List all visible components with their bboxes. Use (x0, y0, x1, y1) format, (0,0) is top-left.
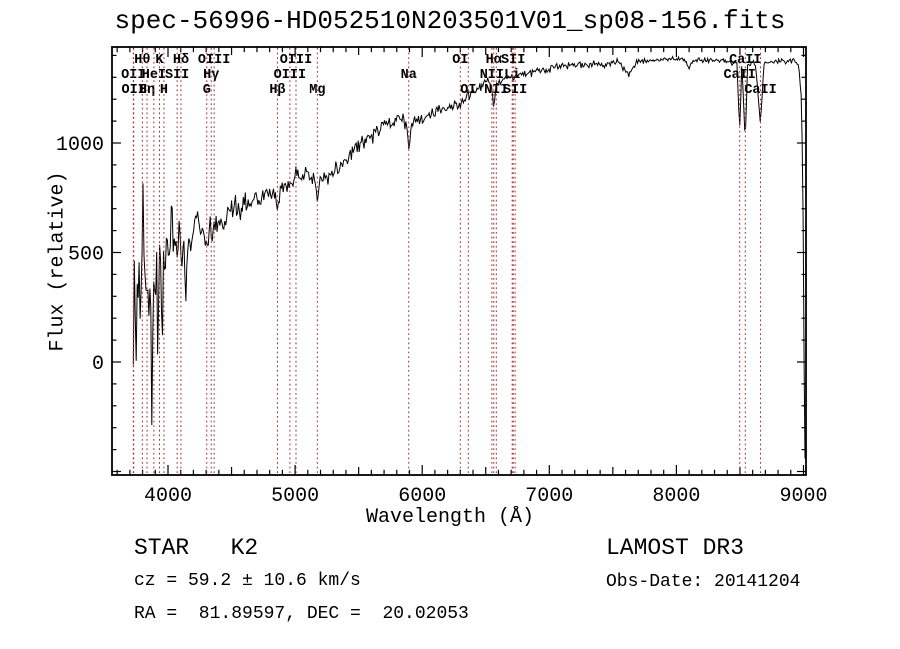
x-tick-label: 6000 (398, 485, 446, 508)
spectral-line-label: Hη (139, 83, 155, 98)
x-tick-label: 5000 (271, 485, 319, 508)
plot-title: spec-56996-HD052510N203501V01_sp08-156.f… (114, 6, 786, 36)
spectral-line-label: Hγ (203, 68, 219, 83)
x-axis-label: Wavelength (Å) (365, 506, 535, 529)
spectral-line-label: H (160, 83, 168, 98)
spectral-line-label: NII (480, 68, 504, 83)
spectral-line-label: OI (460, 83, 476, 98)
spectral-line-label: Hβ (269, 83, 285, 98)
spectrum-flux-curve (132, 55, 806, 459)
x-tick-label: 9000 (779, 485, 827, 508)
y-axis-label: Flux (relative) (46, 171, 70, 352)
spectral-line-label: CaII (723, 68, 755, 83)
spectral-line-label: Hθ (134, 53, 150, 68)
spectral-line-label: OII (121, 68, 145, 83)
spectral-line-label: OII (122, 83, 146, 98)
spectral-line-label: OI (452, 53, 468, 68)
spectral-line-label: OIII (274, 68, 306, 83)
spectral-line-label: Li (504, 68, 520, 83)
x-tick-label: 8000 (652, 485, 700, 508)
y-tick-label: 0 (92, 353, 104, 376)
spectral-line-label: K (155, 53, 164, 68)
spectral-line-label: Na (401, 68, 417, 83)
spectral-line-label: Hα (486, 53, 503, 68)
spectral-line-label: Hδ (173, 53, 189, 68)
spectral-line-label: SII (501, 53, 525, 68)
spectral-line-label: NII (484, 83, 508, 98)
y-tick-label: 1000 (56, 134, 104, 157)
spectral-line-label: HeI (142, 68, 166, 83)
spectral-line-label: CaII (729, 53, 761, 68)
plot-frame (111, 46, 807, 476)
radial-velocity-text: cz = 59.2 ± 10.6 km/s (134, 571, 361, 591)
spectral-line-label: CaII (744, 83, 776, 98)
spectral-line-label: SII (165, 68, 189, 83)
ra-dec-text: RA = 81.89597, DEC = 20.02053 (134, 604, 469, 624)
x-tick-label: 4000 (144, 485, 192, 508)
x-tick-label: 7000 (525, 485, 573, 508)
spectral-line-label: G (203, 83, 211, 98)
spectral-line-label: OIII (280, 53, 312, 68)
obs-date-text: Obs-Date: 20141204 (606, 572, 801, 592)
spectral-line-label: Mg (309, 83, 325, 98)
y-tick-label: 500 (68, 244, 104, 267)
spectral-line-label: OIII (198, 53, 230, 68)
object-class-text: STAR K2 (134, 535, 259, 561)
survey-name-text: LAMOST DR3 (606, 535, 745, 561)
spectral-line-label: SII (503, 83, 527, 98)
